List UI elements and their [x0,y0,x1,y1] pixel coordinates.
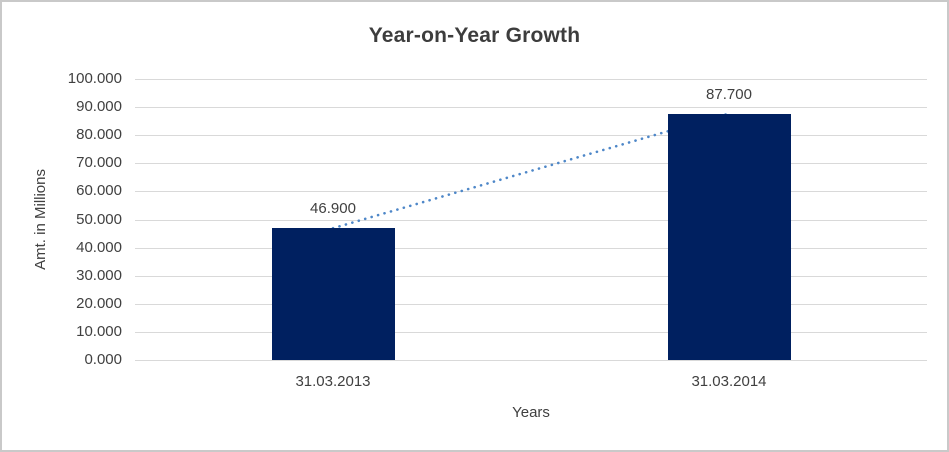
y-tick-label: 0.000 [84,351,122,368]
x-axis-title: Years [512,404,550,421]
chart-title: Year-on-Year Growth [368,24,581,47]
gridline [135,276,927,277]
gridline [135,248,927,249]
bar-31.03.2014 [668,114,791,360]
data-label: 87.700 [706,86,752,103]
gridline [135,304,927,305]
y-tick-label: 30.000 [76,267,122,284]
y-tick-label: 100.000 [67,70,122,87]
gridline [135,220,927,221]
x-category-label: 31.03.2014 [691,373,767,390]
gridline [135,135,927,136]
gridline [135,360,927,361]
y-tick-label: 10.000 [76,323,122,340]
y-tick-label: 60.000 [76,182,122,199]
y-tick-label: 70.000 [76,154,122,171]
y-tick-label: 90.000 [76,98,122,115]
bar-31.03.2013 [272,228,395,360]
gridline [135,163,927,164]
gridline [135,79,927,80]
y-tick-label: 80.000 [76,126,122,143]
y-tick-label: 40.000 [76,239,122,256]
y-tick-label: 50.000 [76,211,122,228]
gridline [135,107,927,108]
y-tick-label: 20.000 [76,295,122,312]
gridline [135,191,927,192]
plot-area [135,79,927,361]
data-label: 46.900 [310,200,356,217]
gridline [135,332,927,333]
x-category-label: 31.03.2013 [295,373,371,390]
